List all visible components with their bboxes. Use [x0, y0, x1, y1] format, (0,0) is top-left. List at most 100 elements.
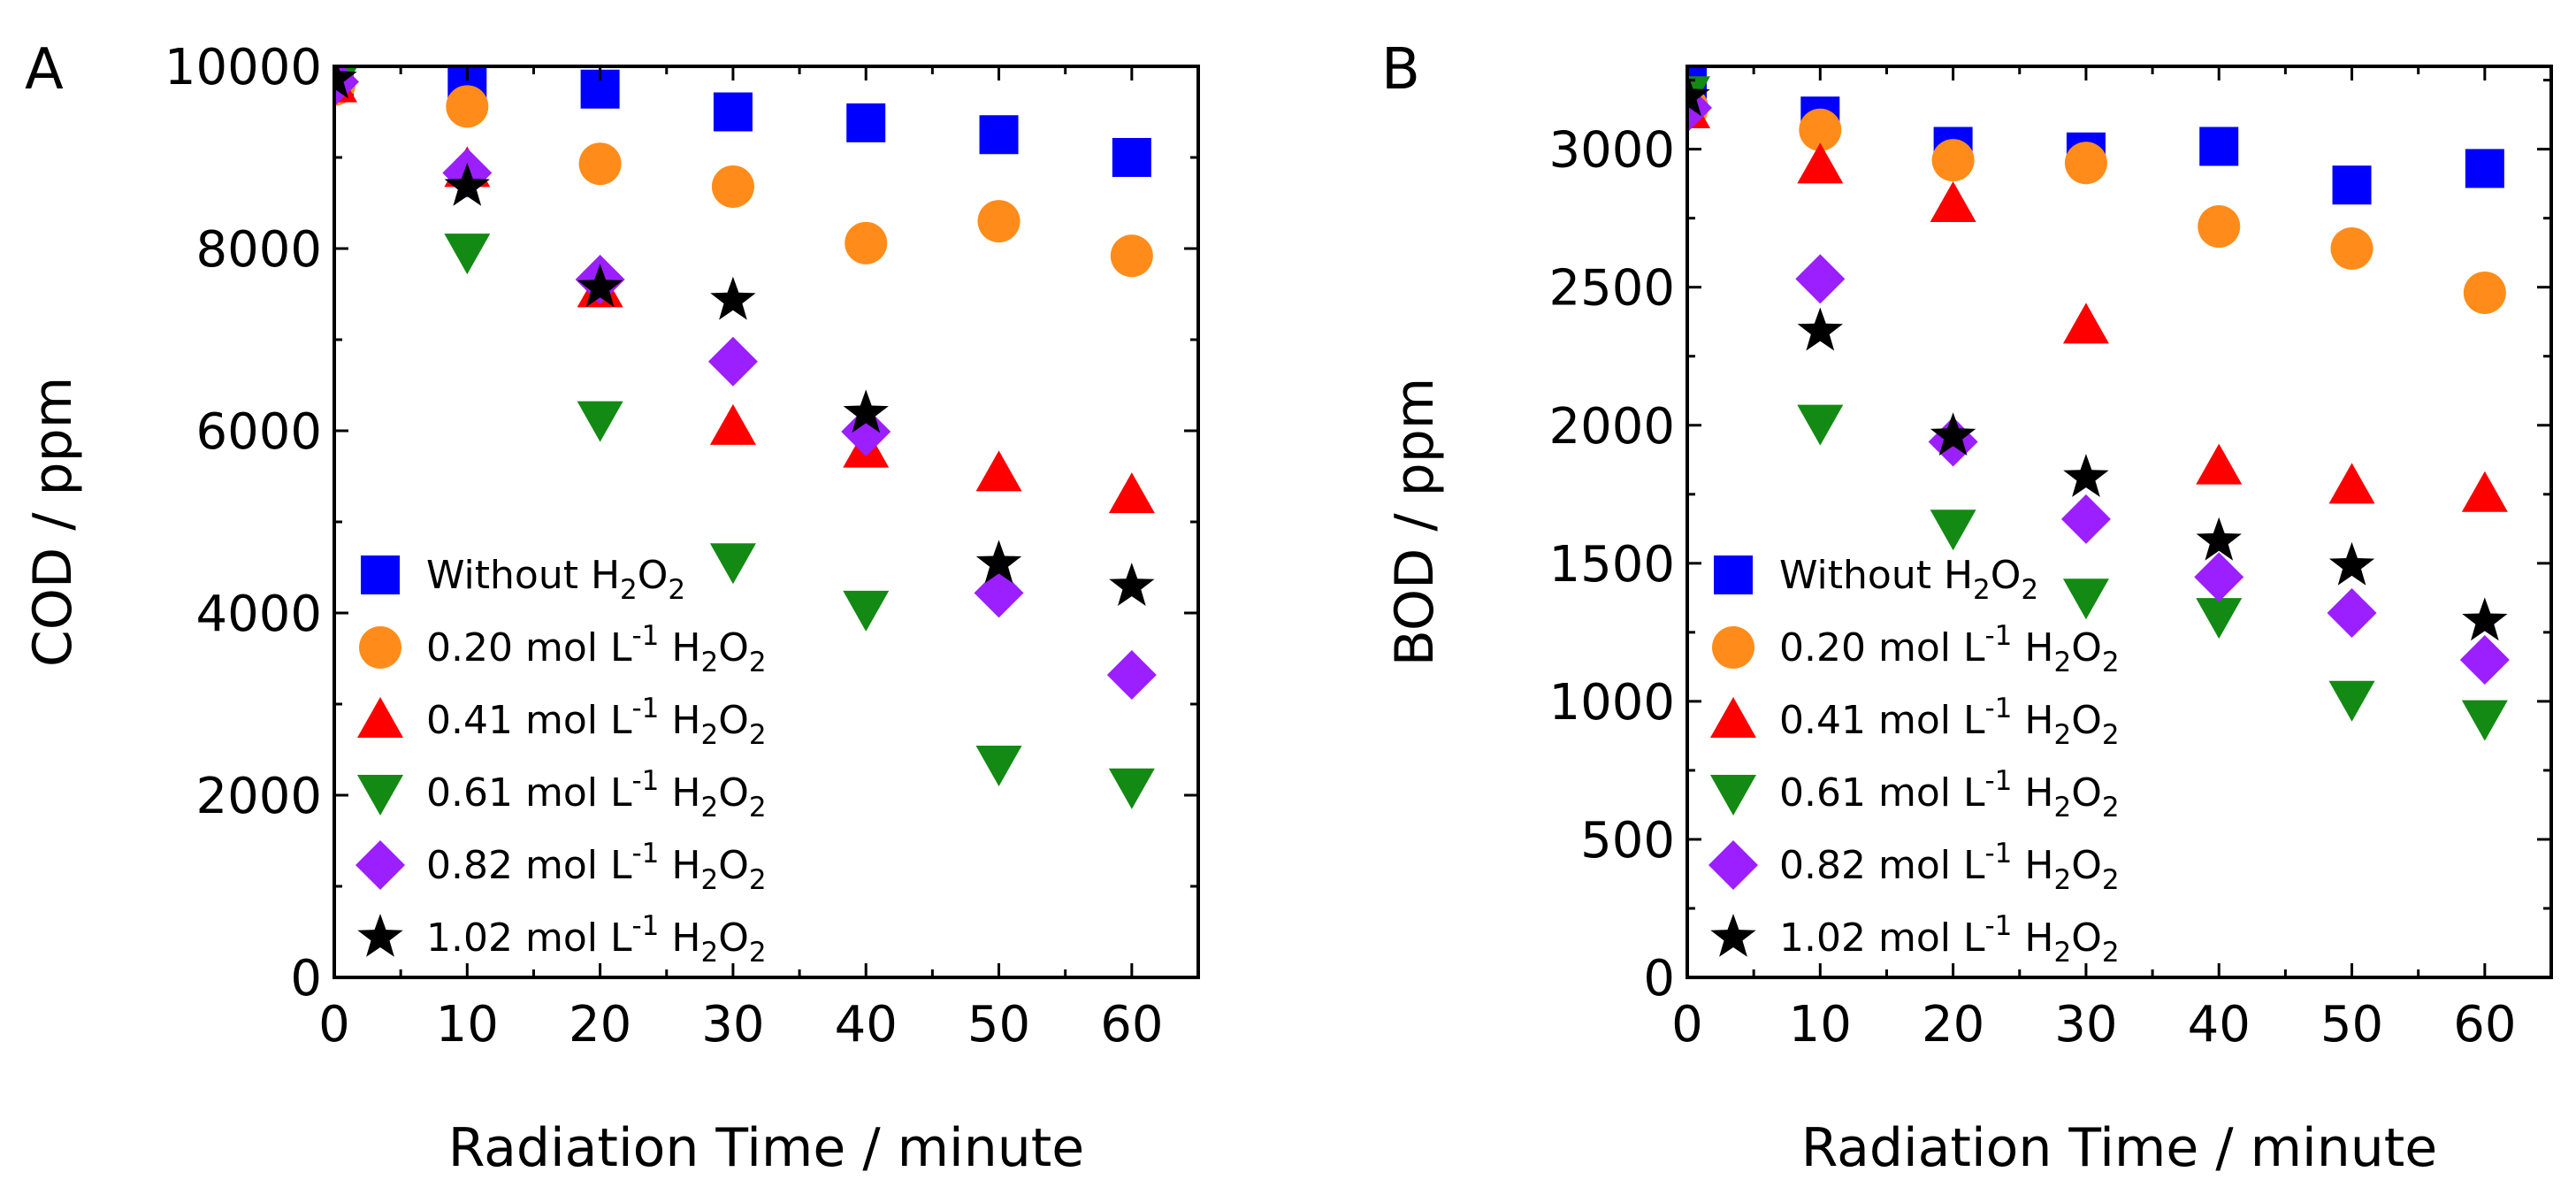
point-circle-50	[2330, 227, 2373, 270]
legend-marker-diamond	[1708, 840, 1758, 890]
legend-marker-square	[361, 555, 400, 594]
point-square-50	[2332, 165, 2372, 205]
point-star-40	[843, 389, 889, 433]
legend-entry: Without H2O2	[1779, 553, 2038, 606]
point-circle-10	[1799, 108, 1842, 151]
legend-entry: 1.02 mol L-1 H2O2	[1779, 910, 2120, 969]
point-triangle-down-40	[843, 590, 890, 632]
x-tick-label: 50	[2320, 996, 2383, 1053]
x-tick-label: 10	[436, 996, 499, 1053]
x-tick-label: 30	[701, 996, 764, 1053]
point-triangle-down-60	[1108, 768, 1155, 809]
point-triangle-down-20	[1930, 509, 1976, 551]
legend-entry: 0.61 mol L-1 H2O2	[426, 765, 767, 823]
point-diamond-30	[2060, 494, 2111, 544]
legend-marker-triangle-up	[357, 697, 403, 738]
x-tick-label: 20	[569, 996, 631, 1053]
x-tick-label: 20	[1922, 996, 1984, 1053]
point-star-10	[1797, 307, 1843, 351]
x-tick-label: 60	[1100, 996, 1163, 1053]
point-triangle-down-50	[975, 745, 1022, 786]
point-triangle-up-10	[1797, 142, 1844, 184]
point-triangle-down-30	[709, 543, 756, 585]
y-tick-label: 3000	[1548, 122, 1675, 180]
point-diamond-50	[2327, 588, 2377, 638]
y-tick-label: 4000	[195, 586, 322, 643]
y-tick-label: 1500	[1548, 536, 1675, 594]
point-triangle-up-30	[709, 403, 756, 445]
point-star-50	[2328, 541, 2375, 586]
legend-marker-star	[357, 914, 403, 957]
legend-entry: 0.41 mol L-1 H2O2	[426, 693, 767, 751]
point-square-60	[2465, 149, 2504, 188]
x-tick-label: 10	[1789, 996, 1852, 1053]
point-diamond-60	[2459, 635, 2510, 686]
point-diamond-50	[974, 568, 1024, 618]
data-points	[1687, 66, 2510, 741]
legend-entry: 0.41 mol L-1 H2O2	[1779, 693, 2120, 751]
legend-entry: 0.20 mol L-1 H2O2	[1779, 620, 2120, 678]
chart-panel-A: 0 10 20 30 40 50 60 0 2000 4000 6000 8000 10000 Radia…	[22, 37, 1200, 1179]
point-diamond-10	[1795, 254, 1846, 304]
point-triangle-down-30	[2062, 578, 2109, 620]
point-diamond-30	[707, 336, 758, 387]
panel-label: B	[1381, 37, 1420, 103]
y-tick-label: 2500	[1548, 260, 1675, 318]
x-tick-label: 0	[1671, 996, 1703, 1053]
point-square-50	[979, 115, 1019, 155]
legend-entry: 1.02 mol L-1 H2O2	[426, 910, 767, 969]
point-square-30	[713, 92, 753, 132]
y-tick-label: 0	[1643, 950, 1675, 1007]
legend-marker-circle	[1712, 626, 1754, 669]
point-star-50	[975, 540, 1022, 584]
legend: Without H2O2 0.20 mol L-1 H2O2 0.41 mol L-…	[355, 553, 767, 969]
point-circle-60	[2463, 271, 2506, 314]
point-circle-40	[2198, 205, 2241, 249]
point-triangle-down-20	[577, 401, 623, 442]
y-tick-label: 500	[1580, 812, 1675, 869]
legend-entry: 0.20 mol L-1 H2O2	[426, 620, 767, 678]
point-triangle-up-60	[2461, 471, 2508, 512]
point-circle-50	[977, 200, 1020, 243]
x-tick-label: 40	[2188, 996, 2251, 1053]
point-circle-40	[845, 221, 888, 264]
y-tick-label: 0	[290, 950, 322, 1007]
point-circle-20	[1931, 139, 1975, 182]
point-star-30	[2063, 454, 2109, 497]
y-tick-label: 1000	[1548, 674, 1675, 732]
legend-entry: 0.82 mol L-1 H2O2	[1779, 838, 2120, 896]
chart-panel-B: 0 10 20 30 40 50 60 0 500 1000 1500 2000 2500 3000 Rad…	[1381, 37, 2553, 1179]
data-points	[334, 66, 1157, 809]
y-tick-label: 2000	[1548, 398, 1675, 456]
legend-marker-triangle-down	[1710, 775, 1756, 816]
x-tick-label: 40	[835, 996, 898, 1053]
point-triangle-up-30	[2062, 303, 2109, 344]
point-triangle-down-50	[2328, 680, 2375, 722]
point-circle-60	[1110, 234, 1153, 278]
legend-entry: Without H2O2	[426, 553, 685, 606]
y-tick-label: 6000	[195, 403, 322, 461]
point-circle-30	[2064, 142, 2107, 185]
x-tick-label: 60	[2453, 996, 2516, 1053]
point-star-0	[1687, 73, 1710, 117]
point-star-20	[1930, 412, 1976, 456]
point-triangle-down-10	[444, 234, 491, 275]
point-square-60	[1112, 138, 1151, 177]
legend-entry: 0.61 mol L-1 H2O2	[1779, 765, 2120, 823]
point-triangle-up-50	[2328, 463, 2375, 504]
y-tick-label: 2000	[195, 768, 322, 825]
point-circle-30	[711, 165, 754, 208]
point-triangle-down-10	[1797, 404, 1844, 446]
point-triangle-up-50	[975, 450, 1022, 492]
point-triangle-down-0	[1687, 76, 1710, 118]
point-star-0	[334, 66, 357, 99]
y-tick-label: 8000	[195, 221, 322, 279]
point-star-60	[1109, 563, 1155, 606]
point-diamond-40	[841, 407, 891, 457]
point-triangle-down-40	[2196, 598, 2243, 640]
y-axis-label: BOD / ppm	[1384, 378, 1446, 667]
x-tick-label: 30	[2054, 996, 2117, 1053]
point-star-30	[710, 276, 756, 320]
point-triangle-down-60	[2461, 700, 2508, 741]
